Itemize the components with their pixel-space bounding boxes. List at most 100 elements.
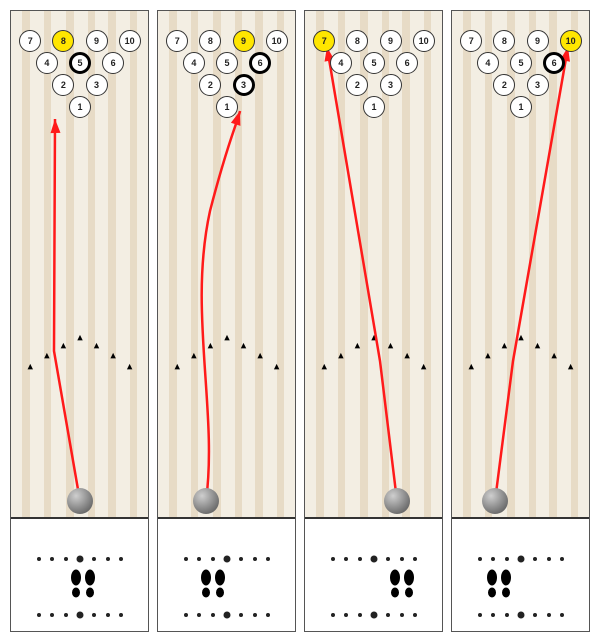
lane-arrow-marker: ▴: [421, 360, 427, 373]
approach-dot: [344, 557, 348, 561]
approach-dot: [400, 613, 404, 617]
approach-dot: [413, 557, 417, 561]
bowling-ball: [67, 488, 93, 514]
lane-arrow-marker: ▴: [110, 349, 116, 362]
approach-dot: [547, 557, 551, 561]
lane-9-pin: ▴▴▴▴▴▴▴12345678910: [157, 10, 296, 632]
pin-4: 4: [36, 52, 58, 74]
pin-10: 10: [560, 30, 582, 52]
approach-dot: [331, 613, 335, 617]
pin-1: 1: [216, 96, 238, 118]
lane-arrow-marker: ▴: [175, 360, 181, 373]
lane-arrow-marker: ▴: [404, 349, 410, 362]
lane-arrow-marker: ▴: [241, 339, 247, 352]
approach-dot: [560, 613, 564, 617]
lane-arrow-marker: ▴: [518, 331, 524, 344]
approach-dot: [478, 613, 482, 617]
approach-dot: [224, 556, 231, 563]
approach-dot: [386, 557, 390, 561]
pin-10: 10: [266, 30, 288, 52]
pin-7: 7: [313, 30, 335, 52]
lane-arrow-marker: ▴: [224, 331, 230, 344]
lane-arrow-marker: ▴: [127, 360, 133, 373]
pin-3: 3: [86, 74, 108, 96]
pin-1: 1: [69, 96, 91, 118]
lane-arrow-marker: ▴: [191, 349, 197, 362]
approach-dot: [253, 613, 257, 617]
foot-marker-left: [199, 569, 213, 606]
pin-1: 1: [363, 96, 385, 118]
approach-dot: [197, 613, 201, 617]
approach-dot: [50, 613, 54, 617]
approach-dot: [371, 612, 378, 619]
lane-arrow-marker: ▴: [535, 339, 541, 352]
lane-arrow-marker: ▴: [28, 360, 34, 373]
pin-5: 5: [216, 52, 238, 74]
approach-dot: [478, 557, 482, 561]
lane-arrow-marker: ▴: [77, 331, 83, 344]
pin-5: 5: [363, 52, 385, 74]
pin-1: 1: [510, 96, 532, 118]
approach-dot: [518, 556, 525, 563]
approach-dot: [344, 613, 348, 617]
pin-4: 4: [477, 52, 499, 74]
bowling-ball: [482, 488, 508, 514]
lane-8-pin: ▴▴▴▴▴▴▴12345678910: [10, 10, 149, 632]
pin-4: 4: [183, 52, 205, 74]
lane-arrow-marker: ▴: [44, 349, 50, 362]
lane-arrow-marker: ▴: [257, 349, 263, 362]
pin-9: 9: [86, 30, 108, 52]
lane-arrow-marker: ▴: [274, 360, 280, 373]
foot-marker-right: [499, 569, 513, 606]
pin-3: 3: [380, 74, 402, 96]
approach-dot: [266, 613, 270, 617]
approach-dot: [92, 613, 96, 617]
approach-dot: [491, 557, 495, 561]
lane-10-pin: ▴▴▴▴▴▴▴12345678910: [451, 10, 590, 632]
approach-dot: [106, 613, 110, 617]
pin-6: 6: [102, 52, 124, 74]
approach-dot: [547, 613, 551, 617]
approach-dot: [37, 557, 41, 561]
lane-arrow-marker: ▴: [485, 349, 491, 362]
approach-dot: [400, 557, 404, 561]
foot-marker-left: [485, 569, 499, 606]
pin-9: 9: [527, 30, 549, 52]
bowling-ball: [384, 488, 410, 514]
pin-9: 9: [233, 30, 255, 52]
pin-7: 7: [460, 30, 482, 52]
approach-dot: [50, 557, 54, 561]
approach-dot: [184, 557, 188, 561]
approach-dot: [184, 613, 188, 617]
lane-arrow-marker: ▴: [208, 339, 214, 352]
foot-marker-left: [69, 569, 83, 606]
approach-dot: [331, 557, 335, 561]
approach-dot: [560, 557, 564, 561]
pin-5: 5: [69, 52, 91, 74]
approach-dot: [266, 557, 270, 561]
lane-arrow-marker: ▴: [469, 360, 475, 373]
approach-dot: [518, 612, 525, 619]
approach-dot: [413, 613, 417, 617]
approach-dot: [197, 557, 201, 561]
bowling-lanes-diagram: ▴▴▴▴▴▴▴12345678910▴▴▴▴▴▴▴12345678910▴▴▴▴…: [10, 10, 590, 632]
approach-dot: [358, 613, 362, 617]
approach-dot: [505, 557, 509, 561]
pin-7: 7: [166, 30, 188, 52]
approach-dot: [92, 557, 96, 561]
approach-dot: [119, 557, 123, 561]
approach-dot: [211, 557, 215, 561]
approach-dot: [224, 612, 231, 619]
lane-arrow-marker: ▴: [388, 339, 394, 352]
pin-6: 6: [543, 52, 565, 74]
pin-7: 7: [19, 30, 41, 52]
lane-arrow-marker: ▴: [551, 349, 557, 362]
lane-arrow-marker: ▴: [371, 331, 377, 344]
approach-dot: [239, 613, 243, 617]
pin-6: 6: [249, 52, 271, 74]
pin-10: 10: [413, 30, 435, 52]
approach-dot: [211, 613, 215, 617]
approach-dot: [386, 613, 390, 617]
pin-3: 3: [527, 74, 549, 96]
pin-6: 6: [396, 52, 418, 74]
